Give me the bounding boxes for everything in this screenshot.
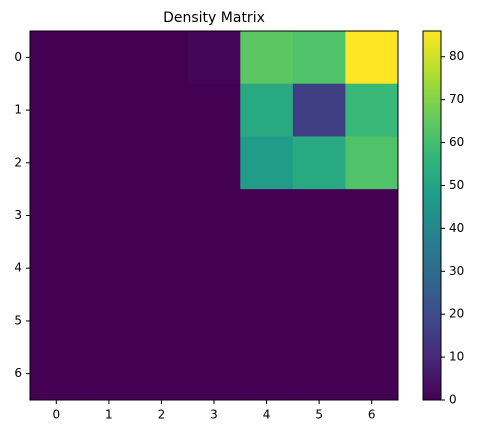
heatmap-cell bbox=[135, 241, 189, 296]
heatmap-cell bbox=[82, 347, 136, 401]
y-tick-label: 1 bbox=[14, 103, 22, 117]
heatmap-cell bbox=[240, 31, 294, 85]
heatmap-cell bbox=[292, 241, 346, 296]
x-tick-label: 2 bbox=[158, 408, 166, 422]
heatmap-cell bbox=[345, 347, 399, 401]
colorbar-tick-label: 0 bbox=[449, 393, 457, 407]
heatmap-cell bbox=[135, 83, 189, 137]
heatmap-cell bbox=[240, 241, 294, 296]
heatmap-cell bbox=[292, 347, 346, 401]
y-tick-label: 6 bbox=[14, 366, 22, 380]
heatmap-cell bbox=[240, 136, 294, 190]
heatmap-cell bbox=[30, 83, 84, 137]
heatmap-cell bbox=[82, 136, 136, 190]
heatmap-cell bbox=[345, 136, 399, 190]
heatmap-cell bbox=[345, 189, 399, 243]
heatmap-cell bbox=[292, 31, 346, 85]
heatmap-cell bbox=[240, 83, 294, 137]
colorbar-tick-label: 70 bbox=[449, 92, 464, 106]
heatmap-cell bbox=[30, 189, 84, 243]
heatmap-cell bbox=[292, 136, 346, 190]
heatmap-cell bbox=[82, 189, 136, 243]
y-tick-label: 2 bbox=[14, 155, 22, 169]
heatmap-cell bbox=[135, 31, 189, 85]
heatmap-cell bbox=[292, 189, 346, 243]
y-tick-label: 5 bbox=[14, 313, 22, 327]
x-tick-label: 1 bbox=[105, 408, 113, 422]
heatmap-cell bbox=[187, 241, 241, 296]
heatmap-cell bbox=[135, 189, 189, 243]
heatmap-cell bbox=[292, 294, 346, 348]
heatmap-cell bbox=[345, 83, 399, 137]
heatmap-cell bbox=[240, 294, 294, 348]
x-tick-label: 4 bbox=[263, 408, 271, 422]
colorbar bbox=[422, 30, 442, 401]
heatmap-cell bbox=[187, 136, 241, 190]
heatmap-cell bbox=[135, 136, 189, 190]
heatmap-cell bbox=[82, 241, 136, 296]
heatmap-cell bbox=[240, 189, 294, 243]
y-tick-label: 3 bbox=[14, 208, 22, 222]
heatmap-cell bbox=[82, 31, 136, 85]
x-tick-label: 6 bbox=[368, 408, 376, 422]
heatmap-cell bbox=[345, 294, 399, 348]
heatmap-cell bbox=[345, 31, 399, 85]
heatmap-cell bbox=[135, 294, 189, 348]
colorbar-tick-label: 80 bbox=[449, 49, 464, 63]
heatmap-cell bbox=[187, 83, 241, 137]
heatmap-cell bbox=[30, 31, 84, 85]
colorbar-tick-label: 50 bbox=[449, 178, 464, 192]
heatmap-cell bbox=[30, 241, 84, 296]
heatmap-cell bbox=[187, 189, 241, 243]
y-tick-label: 0 bbox=[14, 50, 22, 64]
heatmap-cell bbox=[345, 241, 399, 296]
y-tick-label: 4 bbox=[14, 261, 22, 275]
x-tick-label: 0 bbox=[52, 408, 60, 422]
colorbar-tick-label: 10 bbox=[449, 350, 464, 364]
colorbar-tick-label: 60 bbox=[449, 135, 464, 149]
heatmap-cell bbox=[135, 347, 189, 401]
heatmap-cell bbox=[30, 347, 84, 401]
colorbar-tick-label: 40 bbox=[449, 221, 464, 235]
colorbar-tick-label: 30 bbox=[449, 264, 464, 278]
heatmap-cell bbox=[187, 347, 241, 401]
x-tick-label: 5 bbox=[315, 408, 323, 422]
chart-title: Density Matrix bbox=[163, 10, 265, 26]
heatmap-cell bbox=[82, 294, 136, 348]
heatmap-cell bbox=[292, 83, 346, 137]
heatmap-cell bbox=[187, 294, 241, 348]
heatmap-cell bbox=[82, 83, 136, 137]
heatmap-cell bbox=[187, 31, 241, 85]
heatmap-cell bbox=[30, 136, 84, 190]
colorbar-tick-label: 20 bbox=[449, 307, 464, 321]
heatmap-cell bbox=[240, 347, 294, 401]
heatmap-cell bbox=[30, 294, 84, 348]
x-tick-label: 3 bbox=[210, 408, 218, 422]
